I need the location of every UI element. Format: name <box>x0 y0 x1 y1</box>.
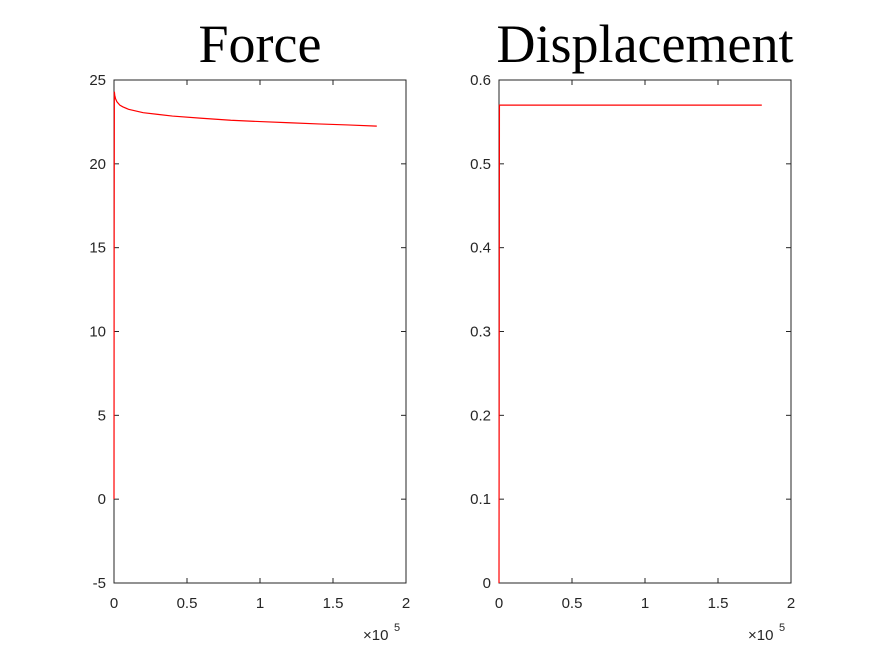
force-y-tick-label: 10 <box>89 324 106 341</box>
displacement-x-tick-label: 1 <box>641 595 649 612</box>
displacement-x-exponent: ×10 5 <box>748 622 785 644</box>
force-x-tick-label: 1 <box>256 595 264 612</box>
displacement-x-exponent-base: ×10 <box>748 627 773 644</box>
displacement-x-tick-label: 0.5 <box>562 595 583 612</box>
displacement-series-line <box>498 104 762 584</box>
force-x-exponent-base: ×10 <box>363 627 388 644</box>
displacement-x-tick-label: 2 <box>787 595 795 612</box>
displacement-axes-box <box>498 79 792 584</box>
displacement-y-tick-label: 0.1 <box>470 491 491 508</box>
displacement-x-tick-label: 0 <box>495 595 503 612</box>
displacement-y-tick-label: 0.2 <box>470 407 491 424</box>
displacement-series-layer <box>498 104 762 584</box>
force-y-tick-label: 25 <box>89 72 106 89</box>
force-x-tick-label: 0.5 <box>177 595 198 612</box>
force-x-exponent: ×10 5 <box>363 622 400 644</box>
force-title: Force <box>199 14 322 74</box>
displacement-y-tick-label: 0.6 <box>470 72 491 89</box>
displacement-x-tick-label: 1.5 <box>708 595 729 612</box>
force-y-tick-label: 5 <box>98 407 106 424</box>
displacement-ticks: 0 0.5 1 1.5 2 0 0.1 0.2 0.3 0.4 0.5 0.6 <box>470 72 795 612</box>
displacement-title: Displacement <box>497 14 794 74</box>
force-y-tick-label: -5 <box>93 575 106 592</box>
force-x-exponent-power: 5 <box>394 622 400 634</box>
force-x-tick-label: 0 <box>110 595 118 612</box>
force-y-tick-label: 20 <box>89 156 106 173</box>
force-y-tick-label: 0 <box>98 491 106 508</box>
displacement-x-exponent-power: 5 <box>779 622 785 634</box>
force-y-tick-label: 15 <box>89 240 106 257</box>
force-axes-box <box>113 79 407 584</box>
force-x-tick-label: 1.5 <box>323 595 344 612</box>
displacement-y-tick-label: 0 <box>483 575 491 592</box>
displacement-panel: Displacement 0 0.5 1 1.5 2 0 0.1 0.2 0.3 0.4 0.5 0.… <box>470 14 795 644</box>
force-series-line <box>113 91 377 500</box>
displacement-y-tick-label: 0.5 <box>470 156 491 173</box>
force-x-tick-label: 2 <box>402 595 410 612</box>
displacement-y-tick-label: 0.4 <box>470 240 491 257</box>
force-series-layer <box>113 91 377 500</box>
displacement-y-tick-label: 0.3 <box>470 324 491 341</box>
